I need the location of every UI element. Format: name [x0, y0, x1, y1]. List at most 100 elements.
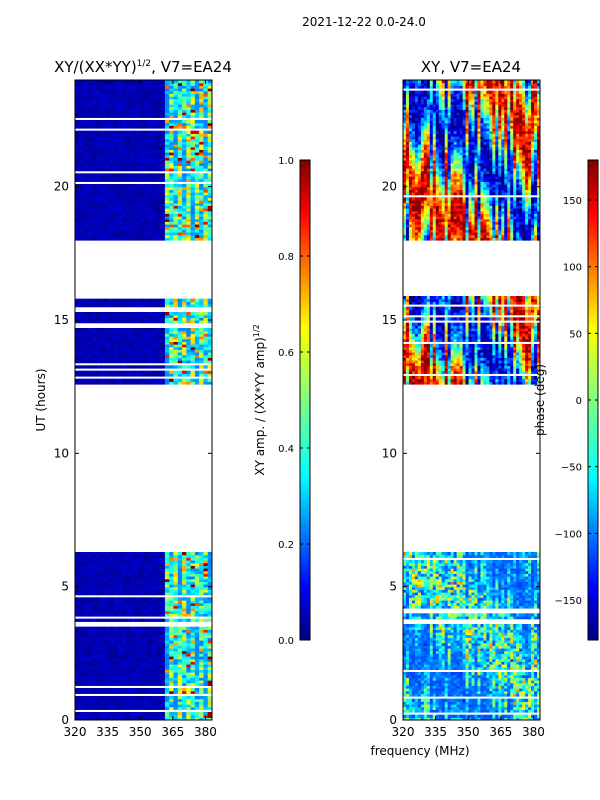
heatmap-cell: [75, 346, 80, 350]
heatmap-cell: [75, 114, 80, 118]
heatmap-cell: [109, 154, 115, 158]
heatmap-cell: [92, 82, 97, 86]
heatmap-cell: [92, 136, 97, 140]
heatmap-cell: [87, 229, 93, 233]
heatmap-cell: [160, 101, 166, 105]
heatmap-cell: [194, 656, 200, 660]
heatmap-cell: [156, 370, 162, 374]
heatmap-cell: [75, 80, 80, 84]
heatmap-cell: [92, 141, 97, 145]
heatmap-cell: [173, 680, 179, 684]
heatmap-cell: [109, 120, 115, 124]
heatmap-cell: [143, 194, 149, 198]
heatmap-cell: [199, 581, 204, 585]
heatmap-cell: [531, 706, 535, 710]
heatmap-cell: [152, 378, 157, 382]
heatmap-cell: [160, 186, 166, 190]
heatmap-cell: [510, 693, 514, 697]
heatmap-cell: [173, 202, 179, 206]
heatmap-cell: [186, 554, 192, 558]
heatmap-cell: [194, 106, 200, 110]
heatmap-cell: [79, 557, 85, 561]
heatmap-cell: [164, 85, 170, 89]
heatmap-cell: [79, 101, 85, 105]
heatmap-cell: [134, 704, 140, 708]
heatmap-cell: [173, 610, 179, 614]
heatmap-cell: [147, 565, 153, 569]
heatmap-cell: [134, 690, 140, 694]
heatmap-cell: [190, 178, 196, 182]
heatmap-cell: [143, 570, 149, 574]
heatmap-cell: [109, 568, 115, 572]
heatmap-cell: [147, 370, 153, 374]
heatmap-cell: [83, 234, 89, 238]
heatmap-cell: [182, 234, 187, 238]
heatmap-cell: [182, 120, 187, 124]
heatmap-cell: [147, 712, 153, 716]
heatmap-cell: [126, 717, 132, 720]
heatmap-cell: [169, 360, 174, 364]
heatmap-cell: [130, 701, 136, 705]
heatmap-cell: [459, 704, 464, 708]
heatmap-cell: [92, 714, 97, 718]
heatmap-cell: [96, 112, 102, 116]
heatmap-cell: [169, 696, 174, 700]
heatmap-cell: [104, 194, 110, 198]
heatmap-cell: [190, 714, 196, 718]
heatmap-cell: [122, 712, 127, 716]
heatmap-cell: [164, 317, 170, 321]
heatmap-cell: [130, 333, 136, 337]
heatmap-cell: [139, 701, 144, 705]
heatmap-cell: [87, 360, 93, 364]
heatmap-cell: [186, 586, 192, 590]
heatmap-cell: [87, 304, 93, 308]
heatmap-cell: [199, 146, 204, 150]
heatmap-cell: [186, 162, 192, 166]
heatmap-cell: [130, 336, 136, 340]
heatmap-cell: [525, 690, 529, 694]
heatmap-cell: [92, 341, 97, 345]
heatmap-cell: [92, 146, 97, 150]
heatmap-cell: [117, 650, 123, 654]
heatmap-cell: [486, 717, 490, 720]
heatmap-cell: [152, 152, 157, 156]
heatmap-cell: [186, 666, 192, 670]
heatmap-cell: [182, 349, 187, 353]
heatmap-cell: [113, 656, 119, 660]
heatmap-cell: [169, 568, 174, 572]
heatmap-cell: [164, 554, 170, 558]
heatmap-cell: [186, 584, 192, 588]
heatmap-cell: [164, 573, 170, 577]
heatmap-cell: [453, 685, 458, 689]
heatmap-cell: [444, 682, 449, 686]
heatmap-cell: [92, 589, 97, 593]
heatmap-cell: [492, 717, 496, 720]
heatmap-cell: [100, 98, 106, 102]
heatmap-cell: [152, 698, 157, 702]
heatmap-cell: [152, 696, 157, 700]
heatmap-cell: [194, 82, 200, 86]
heatmap-cell: [96, 669, 102, 673]
heatmap-cell: [87, 176, 93, 180]
heatmap-cell: [83, 554, 89, 558]
heatmap-cell: [104, 200, 110, 204]
heatmap-cell: [96, 354, 102, 358]
heatmap-cell: [117, 98, 123, 102]
heatmap-cell: [462, 704, 467, 708]
heatmap-cell: [92, 645, 97, 649]
heatmap-cell: [139, 149, 144, 153]
heatmap-cell: [190, 597, 196, 601]
heatmap-cell: [96, 690, 102, 694]
heatmap-cell: [143, 365, 149, 369]
heatmap-cell: [92, 669, 97, 673]
heatmap-cell: [156, 360, 162, 364]
heatmap-cell: [194, 578, 200, 582]
heatmap-cell: [139, 354, 144, 358]
heatmap-cell: [190, 197, 196, 201]
heatmap-cell: [75, 208, 80, 212]
heatmap-cell: [504, 682, 508, 686]
heatmap-cell: [207, 90, 212, 94]
heatmap-cell: [92, 122, 97, 126]
heatmap-cell: [113, 226, 119, 230]
heatmap-cell: [122, 717, 127, 720]
